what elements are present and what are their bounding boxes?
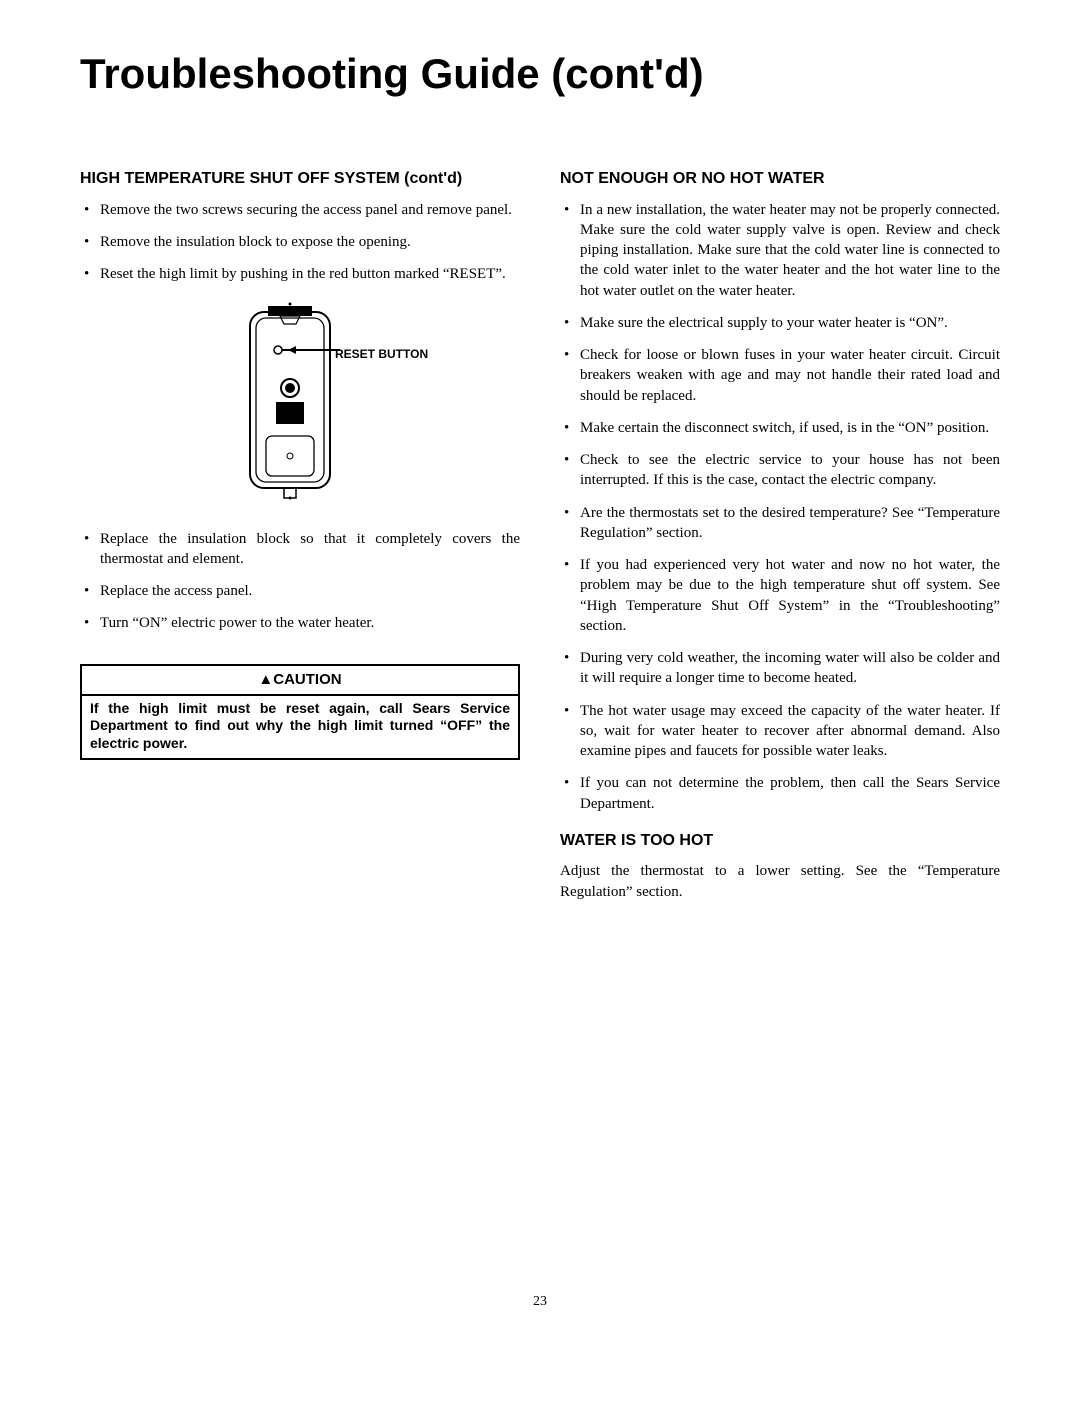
list-item: The hot water usage may exceed the capac… <box>560 701 1000 762</box>
list-item: In a new installation, the water heater … <box>560 200 1000 301</box>
bullet-list-bottom: Replace the insulation block so that it … <box>80 529 520 634</box>
bullet-list-no-hot-water: In a new installation, the water heater … <box>560 200 1000 814</box>
thermostat-diagram-icon <box>210 300 390 500</box>
list-item: Make sure the electrical supply to your … <box>560 313 1000 333</box>
reset-figure: RESET BUTTON <box>80 300 520 506</box>
caution-header: ▲CAUTION <box>82 666 518 696</box>
list-item: Check for loose or blown fuses in your w… <box>560 345 1000 406</box>
page-number: 23 <box>80 1294 1000 1310</box>
list-item: If you had experienced very hot water an… <box>560 555 1000 636</box>
list-item: If you can not determine the problem, th… <box>560 773 1000 814</box>
list-item: Turn “ON” electric power to the water he… <box>80 613 520 633</box>
right-column: NOT ENOUGH OR NO HOT WATER In a new inst… <box>560 168 1000 914</box>
list-item: Are the thermostats set to the desired t… <box>560 503 1000 544</box>
section-heading-no-hot-water: NOT ENOUGH OR NO HOT WATER <box>560 168 1000 190</box>
list-item: During very cold weather, the incoming w… <box>560 648 1000 689</box>
list-item: Replace the access panel. <box>80 581 520 601</box>
section-heading-high-temp: HIGH TEMPERATURE SHUT OFF SYSTEM (cont'd… <box>80 168 520 190</box>
bullet-list-top: Remove the two screws securing the acces… <box>80 200 520 285</box>
columns: HIGH TEMPERATURE SHUT OFF SYSTEM (cont'd… <box>80 168 1000 914</box>
list-item: Remove the two screws securing the acces… <box>80 200 520 220</box>
page: Troubleshooting Guide (cont'd) HIGH TEMP… <box>0 0 1080 1340</box>
left-column: HIGH TEMPERATURE SHUT OFF SYSTEM (cont'd… <box>80 168 520 914</box>
paragraph-too-hot: Adjust the thermostat to a lower setting… <box>560 861 1000 902</box>
caution-body: If the high limit must be reset again, c… <box>82 696 518 759</box>
page-title: Troubleshooting Guide (cont'd) <box>80 50 1000 98</box>
list-item: Remove the insulation block to expose th… <box>80 232 520 252</box>
list-item: Reset the high limit by pushing in the r… <box>80 264 520 284</box>
list-item: Make certain the disconnect switch, if u… <box>560 418 1000 438</box>
reset-button-label: RESET BUTTON <box>335 346 428 362</box>
list-item: Replace the insulation block so that it … <box>80 529 520 570</box>
list-item: Check to see the electric service to you… <box>560 450 1000 491</box>
section-heading-too-hot: WATER IS TOO HOT <box>560 830 1000 852</box>
caution-box: ▲CAUTION If the high limit must be reset… <box>80 664 520 761</box>
